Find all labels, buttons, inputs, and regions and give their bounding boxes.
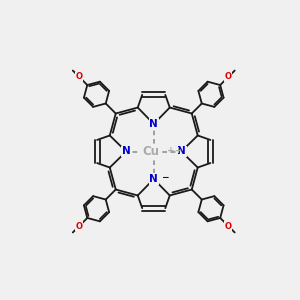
Text: O: O [76, 222, 82, 231]
Text: N: N [149, 174, 158, 184]
Text: Cu: Cu [142, 145, 159, 158]
Text: N: N [122, 146, 130, 157]
Text: O: O [225, 72, 232, 81]
Text: N: N [177, 146, 186, 157]
Text: O: O [225, 222, 232, 231]
Text: ++: ++ [167, 146, 182, 155]
Text: −: − [161, 173, 168, 182]
Text: N: N [149, 119, 158, 129]
Text: O: O [76, 72, 82, 81]
